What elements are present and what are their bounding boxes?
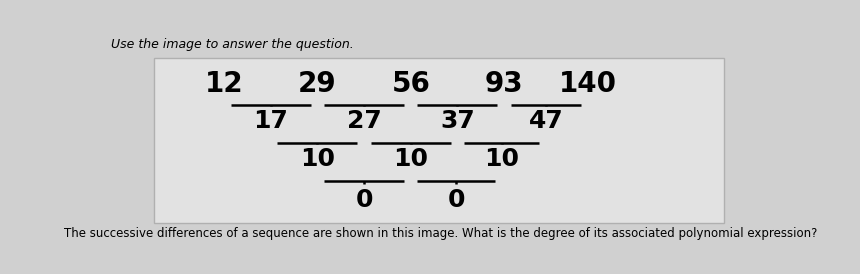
Text: 10: 10 [393,147,428,172]
Text: 12: 12 [205,70,243,98]
Text: 17: 17 [254,110,288,133]
Text: 37: 37 [440,110,475,133]
Text: 0: 0 [447,188,464,212]
Text: 0: 0 [355,188,373,212]
Text: 140: 140 [558,70,617,98]
Text: Use the image to answer the question.: Use the image to answer the question. [111,38,353,51]
Text: 10: 10 [300,147,335,172]
FancyBboxPatch shape [154,58,724,223]
Text: 93: 93 [485,70,524,98]
Text: 27: 27 [347,110,382,133]
Text: 47: 47 [529,110,563,133]
Text: 29: 29 [298,70,337,98]
Text: 56: 56 [391,70,430,98]
Text: 10: 10 [484,147,519,172]
Text: The successive differences of a sequence are shown in this image. What is the de: The successive differences of a sequence… [64,227,818,240]
